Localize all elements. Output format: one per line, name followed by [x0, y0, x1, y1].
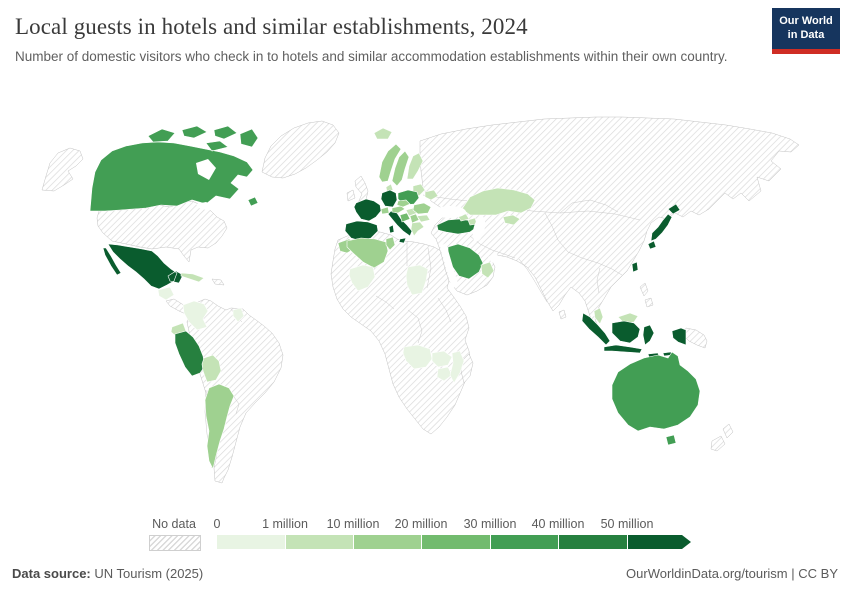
country-hispaniola[interactable] — [211, 278, 225, 286]
owid-url-link[interactable]: OurWorldinData.org/tourism — [626, 566, 788, 581]
country-france[interactable] — [353, 198, 382, 222]
country-malaysia[interactable] — [593, 307, 639, 325]
country-chad[interactable] — [405, 264, 429, 296]
legend-bin-20-30m[interactable] — [422, 535, 491, 549]
legend-tick-40m: 40 million — [531, 517, 585, 531]
legend-tick-1m: 1 million — [262, 517, 308, 531]
country-mexico[interactable] — [102, 243, 184, 290]
country-uzbekistan[interactable] — [502, 214, 521, 226]
caspian-sea — [472, 216, 486, 242]
hudson-bay — [196, 159, 216, 180]
great-lakes — [196, 202, 215, 211]
footer-separator: | — [791, 566, 795, 581]
country-rest-of-south-america[interactable] — [186, 298, 284, 484]
legend-bin-1-10m[interactable] — [286, 535, 354, 549]
country-canada[interactable] — [89, 125, 259, 212]
legend-no-data-swatch[interactable] — [149, 535, 201, 551]
country-oman[interactable] — [480, 261, 495, 279]
country-zambia[interactable] — [431, 350, 453, 368]
legend-bin-50m-plus[interactable] — [628, 535, 691, 549]
data-source-line: Data source: UN Tourism (2025) — [12, 566, 203, 581]
country-greece[interactable] — [410, 221, 425, 237]
chart-footer: Data source: UN Tourism (2025) OurWorldi… — [12, 566, 838, 581]
country-zimbabwe[interactable] — [436, 366, 453, 382]
country-finland[interactable] — [406, 152, 424, 180]
country-new-zealand[interactable] — [710, 423, 734, 452]
country-argentina[interactable] — [204, 383, 235, 470]
country-denmark[interactable] — [385, 183, 394, 193]
legend-bin-10-20m[interactable] — [354, 535, 422, 549]
country-sweden[interactable] — [391, 150, 410, 187]
country-united-states-alaska[interactable] — [41, 147, 84, 192]
legend-bin-30-40m[interactable] — [491, 535, 559, 549]
country-australia[interactable] — [611, 351, 701, 446]
country-taiwan[interactable] — [631, 261, 639, 273]
country-serbia[interactable] — [409, 213, 420, 224]
country-czechia[interactable] — [396, 199, 411, 208]
country-sri-lanka[interactable] — [558, 309, 567, 320]
country-colombia[interactable] — [182, 300, 209, 331]
owid-logo-line1: Our World — [779, 15, 833, 27]
country-austria[interactable] — [391, 205, 406, 214]
data-source-label: Data source: — [12, 566, 91, 581]
chart-header: Local guests in hotels and similar estab… — [15, 14, 765, 67]
legend-tick-50m: 50 million — [600, 517, 654, 531]
owid-logo-line2: in Data — [787, 28, 825, 41]
country-mali[interactable] — [348, 264, 376, 292]
black-sea — [434, 206, 466, 218]
country-romania[interactable] — [412, 202, 432, 215]
license-link[interactable]: CC BY — [798, 566, 838, 581]
country-kazakhstan[interactable] — [461, 187, 536, 216]
country-spain[interactable] — [344, 220, 379, 242]
country-croatia[interactable] — [399, 212, 411, 223]
country-belarus[interactable] — [424, 189, 439, 201]
country-iceland[interactable] — [373, 127, 393, 140]
footer-links: OurWorldinData.org/tourism | CC BY — [626, 566, 838, 581]
country-philippines[interactable] — [639, 282, 654, 308]
country-switzerland[interactable] — [380, 206, 390, 215]
country-cuba[interactable] — [180, 272, 205, 283]
country-greenland[interactable] — [261, 120, 340, 179]
country-tunisia[interactable] — [385, 236, 396, 251]
country-ireland[interactable] — [346, 189, 356, 202]
country-japan[interactable] — [647, 203, 681, 250]
country-mozambique[interactable] — [449, 350, 465, 384]
page-subtitle: Number of domestic visitors who check in… — [15, 49, 728, 64]
country-italy[interactable] — [387, 210, 413, 244]
country-bolivia[interactable] — [201, 354, 222, 383]
legend-tick-0: 0 — [213, 517, 221, 531]
country-germany[interactable] — [380, 189, 398, 208]
country-guyana[interactable] — [232, 307, 245, 323]
map-legend: No data 0 1 million 10 million 20 millio… — [0, 517, 850, 557]
owid-logo[interactable]: Our World in Data — [772, 8, 840, 54]
country-indonesia[interactable] — [581, 312, 687, 358]
page-title: Local guests in hotels and similar estab… — [15, 14, 528, 39]
country-norway[interactable] — [378, 143, 402, 183]
country-angola[interactable] — [402, 344, 433, 370]
persian-gulf — [488, 253, 500, 263]
country-algeria[interactable] — [346, 237, 389, 269]
legend-tick-20m: 20 million — [394, 517, 448, 531]
legend-bar: 0 1 million 10 million 20 million 30 mil… — [213, 517, 707, 551]
legend-bin-0-1m[interactable] — [217, 535, 286, 549]
country-rest-of-asia[interactable] — [419, 116, 800, 330]
legend-tick-30m: 30 million — [463, 517, 517, 531]
country-bulgaria[interactable] — [416, 214, 431, 223]
country-guatemala[interactable] — [157, 286, 175, 301]
legend-tick-labels: 0 1 million 10 million 20 million 30 mil… — [213, 517, 707, 533]
country-borders — [204, 194, 641, 469]
legend-tick-10m: 10 million — [326, 517, 380, 531]
red-sea — [440, 243, 458, 289]
legend-bin-40-50m[interactable] — [559, 535, 628, 549]
legend-no-data-label: No data — [152, 517, 196, 531]
data-source-value: UN Tourism (2025) — [90, 566, 204, 581]
country-papua-new-guinea[interactable] — [683, 327, 708, 349]
legend-color-bar[interactable] — [217, 535, 691, 549]
